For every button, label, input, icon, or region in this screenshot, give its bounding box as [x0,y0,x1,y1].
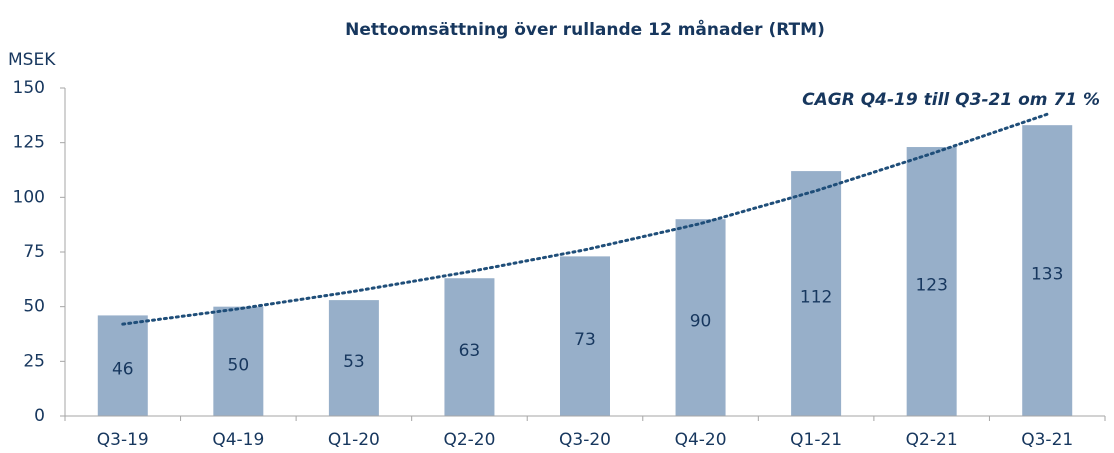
value-label: 90 [690,312,712,332]
value-label: 46 [112,360,134,380]
x-tick-label: Q4-20 [675,430,727,450]
bar [213,306,264,416]
value-label: 123 [915,276,947,296]
y-tick-label: 0 [34,406,45,426]
bar [328,300,379,416]
x-tick-label: Q4-19 [212,430,264,450]
bar [791,171,842,416]
chart-title: Nettoomsättning över rullande 12 månader… [345,18,825,40]
bar [97,315,148,416]
x-tick-label: Q1-21 [790,430,842,450]
y-tick-label: 25 [23,351,45,371]
x-tick-label: Q3-19 [97,430,149,450]
x-tick-label: Q1-20 [328,430,380,450]
bar [560,256,610,416]
value-label: 63 [459,341,481,361]
bar [444,278,495,416]
bar [906,147,957,417]
trend-line [121,112,1049,326]
value-label: 50 [228,355,250,375]
value-label: 112 [800,288,832,308]
x-tick-label: Q2-20 [443,430,495,450]
x-tick-label: Q3-20 [559,430,611,450]
value-label: 53 [343,352,365,372]
value-label: 73 [574,330,596,350]
y-tick-label: 75 [23,242,45,262]
bar [1022,125,1073,416]
x-tick-label: Q2-21 [906,430,958,450]
y-tick-label: 100 [13,187,45,207]
y-axis-label: MSEK [8,50,56,70]
y-tick-label: 125 [13,133,45,153]
y-tick-label: 50 [23,297,45,317]
value-label: 133 [1031,265,1063,285]
annotation: CAGR Q4-19 till Q3-21 om 71 % [802,90,1100,110]
x-tick-label: Q3-21 [1021,430,1073,450]
y-tick-label: 150 [13,78,45,98]
bar [675,219,726,416]
